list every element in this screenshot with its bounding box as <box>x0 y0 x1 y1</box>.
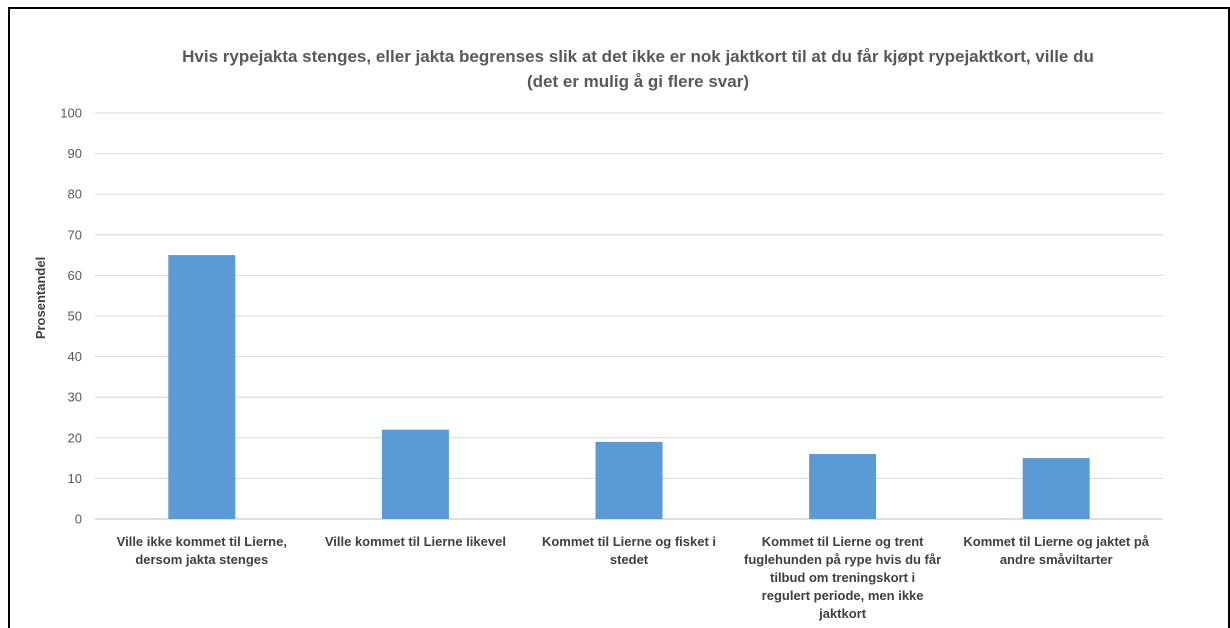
y-tick-label: 60 <box>68 268 82 283</box>
chart-title: Hvis rypejakta stenges, eller jakta begr… <box>182 47 1094 91</box>
x-category-label: Kommet til Lierne og trent <box>762 534 924 549</box>
y-tick-label: 50 <box>68 309 82 324</box>
x-category-label: andre småviltarter <box>1000 552 1113 567</box>
y-tick-label: 20 <box>68 430 82 445</box>
y-axis-ticks: 0 10 20 30 40 50 60 70 80 90 100 <box>60 106 82 527</box>
bar-4 <box>809 454 877 519</box>
x-category-label: regulert periode, men ikke <box>762 588 924 603</box>
bars <box>168 255 1090 519</box>
x-category-label: tilbud om treningskort i <box>770 570 915 585</box>
x-category-label: Kommet til Lierne og fisket i <box>542 534 716 549</box>
y-tick-label: 70 <box>68 227 82 242</box>
y-axis-label: Prosentandel <box>33 257 48 339</box>
x-category-label: Kommet til Lierne og jaktet på <box>963 534 1149 549</box>
x-axis-categories: Ville ikke kommet til Lierne, dersom jakt… <box>117 534 1150 621</box>
bar-3 <box>595 441 663 519</box>
x-category-label: Ville kommet til Lierne likevel <box>325 534 506 549</box>
y-axis-title: Prosentandel <box>33 257 48 339</box>
y-tick-label: 30 <box>68 390 82 405</box>
y-tick-label: 10 <box>68 471 82 486</box>
y-tick-label: 40 <box>68 349 82 364</box>
y-tick-label: 80 <box>68 187 82 202</box>
chart-title-line: Hvis rypejakta stenges, eller jakta begr… <box>182 47 1094 66</box>
x-category-label: jaktkort <box>818 606 867 621</box>
bar-5 <box>1022 458 1090 519</box>
x-category-label: dersom jakta stenges <box>135 552 268 567</box>
bar-2 <box>381 429 449 519</box>
y-tick-label: 100 <box>60 106 82 121</box>
chart-title-line: (det er mulig å gi flere svar) <box>527 72 749 91</box>
y-tick-label: 90 <box>68 146 82 161</box>
y-tick-label: 0 <box>75 512 82 527</box>
x-category-label: Ville ikke kommet til Lierne, <box>117 534 287 549</box>
bar-1 <box>168 255 236 519</box>
x-category-label: stedet <box>610 552 649 567</box>
x-category-label: fuglehunden på rype hvis du får <box>744 552 941 567</box>
